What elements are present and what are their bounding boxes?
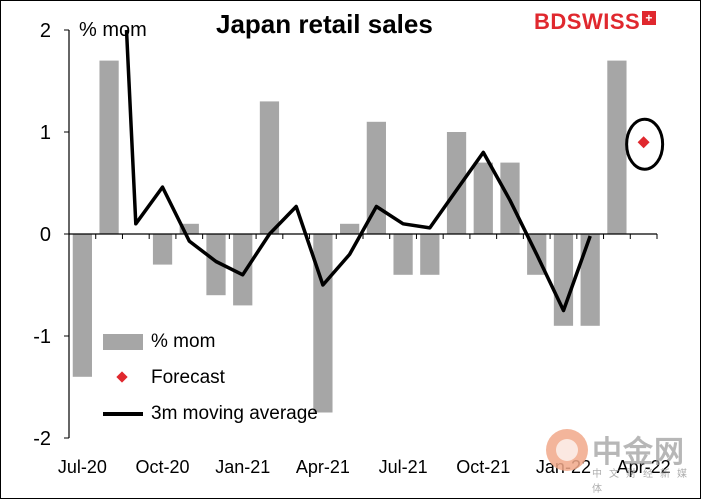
bar xyxy=(72,234,92,377)
bar xyxy=(152,234,173,265)
legend-swatch-diamond xyxy=(103,370,143,386)
legend-swatch-bar xyxy=(103,334,143,350)
legend-item-forecast: Forecast xyxy=(103,367,225,389)
bar xyxy=(99,60,119,234)
brand-logo: BDSWISS + xyxy=(534,9,657,35)
bar xyxy=(259,101,280,235)
bar xyxy=(446,132,467,234)
bar xyxy=(473,162,493,234)
forecast-highlight-ellipse xyxy=(625,117,665,171)
x-tick-label: Oct-21 xyxy=(456,457,510,477)
x-tick-label: Oct-20 xyxy=(136,457,190,477)
y-unit-label: % mom xyxy=(79,19,147,41)
x-tick-label: Apr-22 xyxy=(617,457,671,477)
bar xyxy=(233,234,253,306)
brand-name: BDSWISS xyxy=(534,9,641,34)
bar xyxy=(179,223,199,234)
legend-item-line: 3m moving average xyxy=(103,403,318,425)
y-tick-label: 2 xyxy=(40,20,51,42)
legend-label: 3m moving average xyxy=(151,403,318,424)
bar xyxy=(580,234,600,326)
bar xyxy=(340,223,360,234)
bar xyxy=(206,234,226,296)
watermark-logo-icon xyxy=(546,429,588,471)
watermark-text: 中金网 xyxy=(592,436,685,469)
watermark: 中金网 中文财经新媒体 xyxy=(546,429,696,495)
bar xyxy=(393,234,413,275)
x-tick-label: Jan-21 xyxy=(215,457,270,477)
bar xyxy=(420,234,440,275)
y-tick-label: -2 xyxy=(33,428,51,450)
bar xyxy=(366,121,386,234)
legend-swatch-line xyxy=(103,412,143,416)
watermark-subtext: 中文财经新媒体 xyxy=(592,469,694,495)
x-tick-label: Jul-20 xyxy=(58,457,107,477)
x-tick-label: Jul-21 xyxy=(379,457,428,477)
bar xyxy=(607,60,627,234)
x-tick-label: Apr-21 xyxy=(296,457,350,477)
chart-title: Japan retail sales xyxy=(216,9,433,39)
forecast-point xyxy=(637,136,650,149)
y-tick-label: 1 xyxy=(40,122,51,144)
legend-item-bars: % mom xyxy=(103,331,215,353)
y-tick-label: 0 xyxy=(40,224,51,246)
legend-label: % mom xyxy=(151,331,216,352)
plus-icon: + xyxy=(642,11,657,25)
legend-label: Forecast xyxy=(151,367,225,388)
moving-average-line xyxy=(124,29,592,313)
y-tick-label: -1 xyxy=(33,326,51,348)
